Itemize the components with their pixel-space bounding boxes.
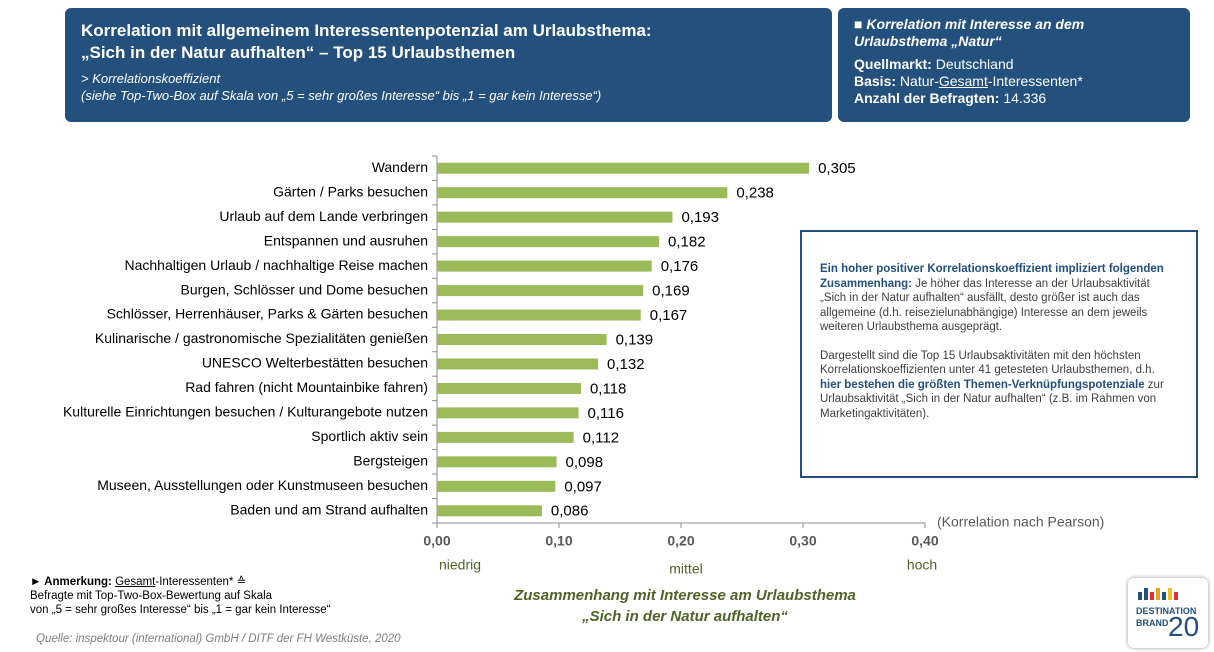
bold-text: Ein hoher positiver Korrelationskoeffizi… [820,263,1164,290]
bar [437,187,728,199]
text: Je höher das Interesse an der Urlaubsakt… [820,277,1150,334]
bar [437,456,557,468]
text: Dargestellt sind die Top 15 Urlaubsaktiv… [820,349,1155,377]
value-label: 0,118 [590,380,626,397]
value-label: 0,193 [681,209,719,226]
value: Natur- [899,73,939,89]
logo: DESTINATION BRAND 20 [1128,578,1208,648]
bar [437,431,574,443]
bar [437,285,644,297]
value: 14.336 [1003,90,1047,106]
bold-text: ► Anmerkung: [30,576,112,588]
logo-text: BRAND [1136,618,1169,628]
x-tick-label: 0,10 [545,533,572,549]
value-label: 0,116 [588,405,624,422]
note-line: von „5 = sehr großes Interesse“ bis „1 =… [30,604,331,616]
bar [437,505,542,517]
note-line: Befragte mit Top-Two-Box-Bewertung auf S… [30,590,273,602]
x-axis-note: (Korrelation nach Pearson) [937,514,1104,530]
category-label: Gärten / Parks besuchen [273,183,428,199]
label: Basis: [854,73,897,89]
paragraph: Ein hoher positiver Korrelationskoeffizi… [820,262,1176,335]
bar [437,358,599,370]
source: Quelle: inspektour (international) GmbH … [36,633,401,645]
side-row: Basis: Natur-Gesamt-Interessenten* [854,73,1174,90]
category-label: Sportlich aktiv sein [311,428,428,444]
bar [437,162,810,174]
logo-number: 20 [1168,611,1200,642]
value-label: 0,098 [566,454,604,471]
bar [437,211,673,223]
value-label: 0,097 [564,478,602,495]
value-label: 0,086 [551,503,589,520]
value-label: 0,112 [583,429,619,446]
subtitle-line: > Korrelationskoeffizient [81,71,221,86]
note-line: ► Anmerkung: Gesamt-Interessenten* ≙ [30,575,330,589]
title-line: „Sich in der Natur aufhalten“ – Top 15 U… [81,43,516,62]
category-label: Schlösser, Herrenhäuser, Parks & Gärten … [107,306,428,322]
category-label: Burgen, Schlösser und Dome besuchen [181,281,428,297]
bold-text: hier bestehen die größten Themen-Verknüp… [820,378,1145,391]
text: zur Urlaubsaktivität „Sich in der Natur … [820,378,1164,420]
category-label: Baden und am Strand aufhalten [230,501,428,517]
x-axis-title: „Sich in der Natur aufhalten“ [581,608,788,625]
category-label: Wandern [372,159,428,175]
note: ► Anmerkung: Gesamt-Interessenten* ≙ Bef… [30,575,330,617]
value-label: 0,176 [661,258,699,275]
bar [437,407,579,419]
category-label: Kulturelle Einrichtungen besuchen / Kult… [63,404,428,420]
bar [437,260,652,272]
side-title: Urlaubsthema „Natur“ [854,33,1002,49]
side-title: ■ Korrelation mit Interesse an dem [854,16,1085,32]
category-label: Bergsteigen [353,453,428,469]
x-tick-label: 0,20 [667,533,694,549]
title-line: Korrelation mit allgemeinem Interessente… [81,21,652,40]
value-label: 0,167 [650,307,688,324]
category-label: Entspannen und ausruhen [264,232,428,248]
logo-text: DESTINATION [1136,606,1197,616]
label: Anzahl der Befragten: [854,90,1000,106]
paragraph: Dargestellt sind die Top 15 Urlaubsaktiv… [820,349,1176,422]
scale-label: mittel [669,561,702,577]
x-tick-label: 0,30 [789,533,816,549]
bar [437,382,581,394]
bar [437,309,641,321]
scale-label: niedrig [439,557,481,573]
value-label: 0,182 [668,234,706,251]
side-row: Quellmarkt: Deutschland [854,56,1174,73]
x-tick-label: 0,00 [423,533,450,549]
scale-label: hoch [907,557,937,573]
value-label: 0,132 [607,356,645,373]
text: -Interessenten* ≙ [155,576,247,588]
x-tick-label: 0,40 [911,533,938,549]
category-label: Kulinarische / gastronomische Spezialitä… [95,330,428,346]
value: -Interessenten* [987,73,1083,89]
value-label: 0,169 [652,283,690,300]
category-label: Nachhaltigen Urlaub / nachhaltige Reise … [124,257,428,273]
category-label: Urlaub auf dem Lande verbringen [219,208,428,224]
x-axis-title: Zusammenhang mit Interesse am Urlaubsthe… [513,587,856,604]
header: Korrelation mit allgemeinem Interessente… [65,8,832,122]
text: Gesamt [115,576,156,588]
category-label: Rad fahren (nicht Mountainbike fahren) [185,379,428,395]
value-label: 0,305 [818,160,856,177]
bar [437,334,607,345]
subtitle-line: (siehe Top-Two-Box auf Skala von „5 = se… [81,88,602,103]
side-row: Anzahl der Befragten: 14.336 [854,90,1174,107]
logo-bars [1138,588,1178,600]
value-label: 0,238 [736,185,774,202]
info-box: Ein hoher positiver Korrelationskoeffizi… [800,230,1198,478]
value: Deutschland [935,56,1014,72]
bar [437,480,556,492]
value-label: 0,139 [616,331,654,348]
category-label: Museen, Ausstellungen oder Kunstmuseen b… [97,477,428,493]
bar [437,236,660,248]
side-box: ■ Korrelation mit Interesse an dem Urlau… [838,8,1190,122]
category-label: UNESCO Welterbestätten besuchen [202,355,428,371]
value: Gesamt [938,73,988,89]
label: Quellmarkt: [854,56,932,72]
